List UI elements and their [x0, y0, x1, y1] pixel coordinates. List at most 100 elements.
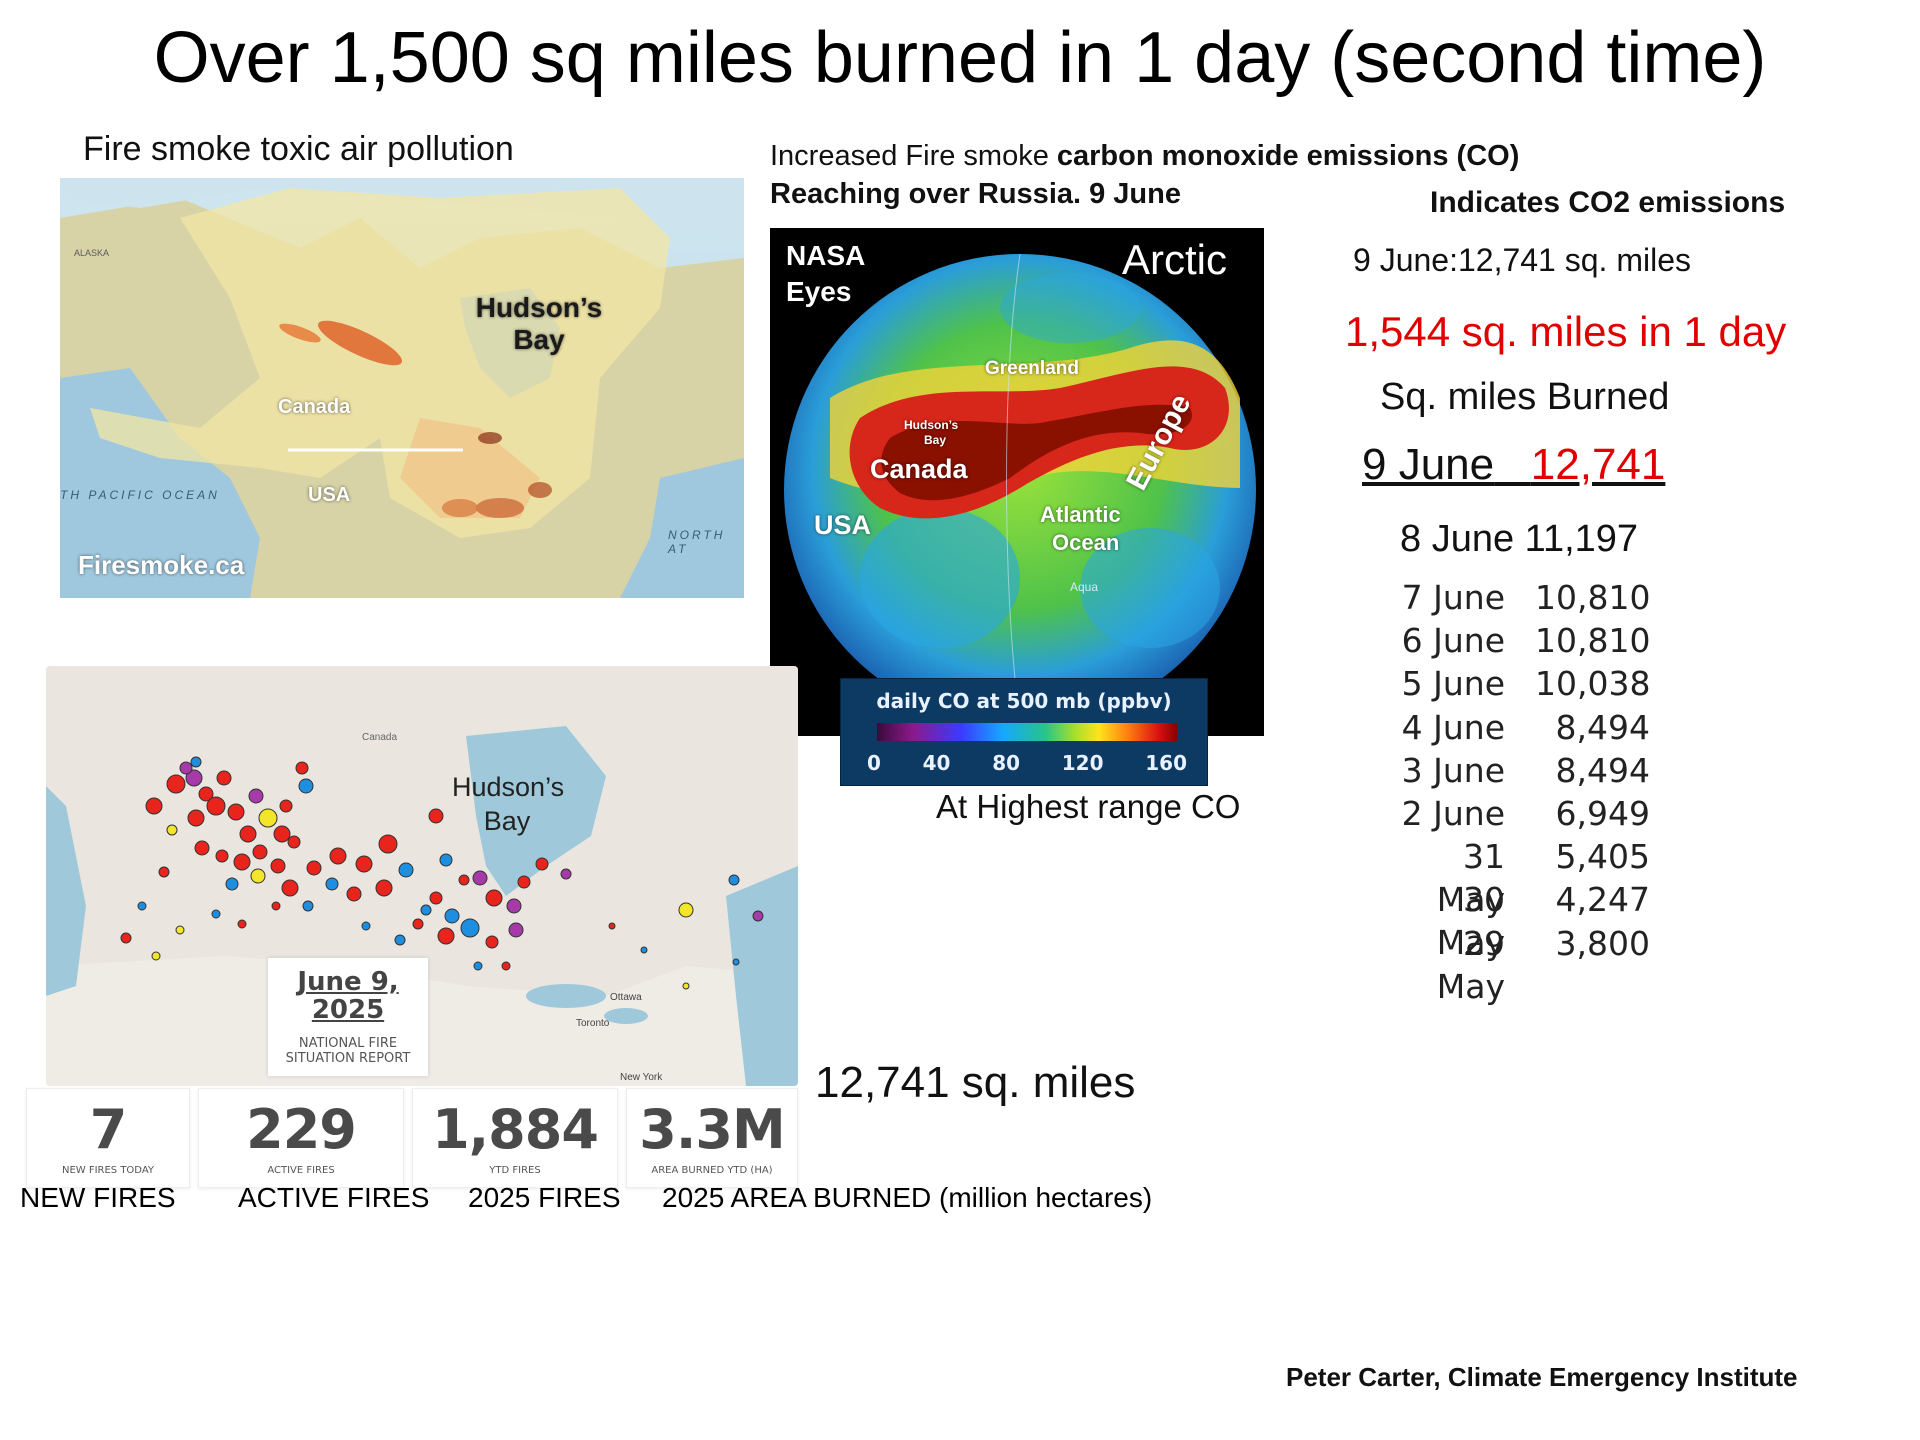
- stat-sub: AREA BURNED YTD (HA): [651, 1165, 773, 1176]
- fire-marker: [206, 796, 226, 816]
- fire-marker: [273, 825, 291, 843]
- fire-marker: [281, 879, 299, 897]
- globe-arctic-label: Arctic: [1122, 236, 1227, 283]
- history-value: 4,247: [1555, 880, 1650, 920]
- fire-marker: [227, 803, 245, 821]
- smoke-atlantic-label: NORTH AT: [668, 528, 726, 556]
- smoke-map-graphic: [60, 178, 744, 598]
- stat-label-new-fires: NEW FIRES: [20, 1182, 176, 1213]
- fire-marker: [166, 824, 178, 836]
- fire-marker: [145, 797, 163, 815]
- fire-marker: [151, 951, 161, 961]
- fire-marker: [302, 900, 314, 912]
- fire-hudson-label: Hudson’s Bay: [452, 770, 565, 838]
- co-tick: 120: [1061, 751, 1104, 775]
- globe-eyes-label: Eyes: [786, 276, 852, 307]
- stat-card-area-burned: 3.3M AREA BURNED YTD (HA): [626, 1088, 798, 1188]
- fire-marker: [361, 921, 371, 931]
- fire-marker: [237, 919, 247, 929]
- history-value: 8,494: [1555, 750, 1650, 790]
- history-date: 30 May: [1436, 880, 1505, 963]
- co-colorbar-scale: [877, 723, 1177, 741]
- fire-marker: [346, 886, 362, 902]
- globe-greenland-label: Greenland: [985, 358, 1079, 379]
- june9-summary: 9 June:12,741 sq. miles: [1353, 242, 1691, 278]
- burned-heading: Sq. miles Burned: [1380, 376, 1670, 418]
- fire-marker: [398, 862, 414, 878]
- fire-marker: [437, 927, 455, 945]
- fire-marker: [428, 808, 444, 824]
- fire-marker: [732, 958, 740, 966]
- history-date: 6 June: [1401, 621, 1505, 661]
- history-row: 29 May 3,800: [1390, 922, 1650, 1006]
- fire-marker: [137, 901, 147, 911]
- history-value: 10,810: [1535, 621, 1651, 661]
- co-heading-line1: Increased Fire smoke carbon monoxide emi…: [770, 140, 1519, 173]
- stat-card-active-fires: 229 ACTIVE FIRES: [198, 1088, 404, 1188]
- history-value: 10,810: [1535, 578, 1651, 617]
- stat-value: 7: [89, 1098, 128, 1161]
- smoke-pacific-label: TH PACIFIC OCEAN: [60, 488, 220, 502]
- co-heading-line2: Reaching over Russia. 9 June: [770, 178, 1181, 210]
- co-caption: At Highest range CO: [936, 788, 1241, 825]
- fire-marker: [506, 898, 522, 914]
- fire-marker: [120, 932, 132, 944]
- stat-value: 3.3M: [639, 1098, 785, 1161]
- globe-atlantic-label-1: Atlantic: [1040, 502, 1121, 527]
- fire-marker: [194, 840, 210, 856]
- daily-increase: 1,544 sq. miles in 1 day: [1345, 308, 1787, 355]
- fire-toronto-label: Toronto: [576, 1018, 610, 1029]
- fire-marker: [329, 847, 347, 865]
- history-date: 31 May: [1436, 837, 1505, 920]
- fire-marker: [682, 982, 690, 990]
- fire-marker: [166, 774, 186, 794]
- globe-usa-label: USA: [814, 510, 872, 540]
- fire-marker: [508, 922, 524, 938]
- fire-hudson-label-1: Hudson’s: [452, 772, 565, 802]
- history-row: 6 June 10,810: [1390, 619, 1651, 662]
- fire-markers: [120, 756, 764, 990]
- fire-marker: [175, 925, 185, 935]
- co-heading-prefix: Increased Fire smoke: [770, 140, 1057, 172]
- fire-marker: [412, 918, 424, 930]
- fire-marker: [190, 756, 202, 768]
- fire-marker: [287, 835, 301, 849]
- co-colorbar: daily CO at 500 mb (ppbv) 0 40 80 120 16…: [840, 678, 1208, 786]
- fire-marker: [501, 961, 511, 971]
- stat-label-ytd-fires: 2025 FIRES: [468, 1182, 621, 1213]
- co-heading-bold: carbon monoxide emissions (CO): [1056, 140, 1520, 172]
- history-row: 4 June 8,494: [1390, 706, 1650, 749]
- fire-marker: [298, 778, 314, 794]
- globe-canada-label: Canada: [870, 454, 968, 484]
- history-date: 7 June: [1401, 578, 1505, 617]
- stat-card-new-fires: 7 NEW FIRES TODAY: [26, 1088, 190, 1188]
- co-globe-image: NASA Eyes Arctic Greenland Europe Hudson…: [770, 228, 1264, 736]
- fire-marker: [375, 879, 393, 897]
- fire-marker: [355, 855, 373, 873]
- fire-marker: [158, 866, 170, 878]
- co-tick: 80: [992, 751, 1021, 775]
- history-date: 2 June: [1401, 793, 1505, 833]
- stat-label-area-burned: 2025 AREA BURNED (million hectares): [662, 1182, 1153, 1213]
- stat-sub: ACTIVE FIRES: [267, 1165, 335, 1176]
- fire-canada-label: Canada: [362, 732, 398, 743]
- fire-newyork-label: New York: [620, 1072, 663, 1083]
- credit-line: Peter Carter, Climate Emergency Institut…: [1286, 1362, 1798, 1392]
- today-date: 9 June: [1362, 440, 1495, 489]
- fire-marker: [485, 935, 499, 949]
- globe-hudson-label-2: Bay: [924, 433, 947, 447]
- fire-marker: [560, 868, 572, 880]
- history-row: 31 May 5,405: [1390, 835, 1650, 920]
- fire-marker: [378, 834, 398, 854]
- history-date: 4 June: [1401, 707, 1505, 747]
- fire-marker: [640, 946, 648, 954]
- history-value: 10,038: [1535, 664, 1651, 704]
- fire-marker: [306, 860, 322, 876]
- report-date-line2: 2025: [311, 995, 385, 1025]
- history-value: 3,800: [1555, 923, 1650, 963]
- fire-marker: [211, 909, 221, 919]
- smoke-alaska-label: ALASKA: [74, 248, 110, 258]
- fire-marker: [535, 857, 549, 871]
- co-tick: 0: [867, 751, 881, 775]
- stat-sub: YTD FIRES: [489, 1165, 541, 1176]
